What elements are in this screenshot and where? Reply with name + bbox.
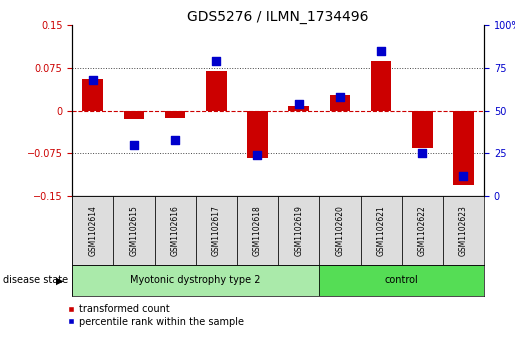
Bar bbox=[412, 111, 433, 148]
Point bbox=[89, 77, 97, 83]
Text: control: control bbox=[385, 276, 419, 285]
Text: Myotonic dystrophy type 2: Myotonic dystrophy type 2 bbox=[130, 276, 261, 285]
Bar bbox=[319, 196, 360, 265]
Bar bbox=[371, 61, 391, 111]
Bar bbox=[330, 95, 350, 111]
Bar bbox=[247, 111, 268, 158]
Text: GSM1102616: GSM1102616 bbox=[170, 205, 180, 256]
Text: GSM1102617: GSM1102617 bbox=[212, 205, 221, 256]
Bar bbox=[82, 79, 103, 111]
Point bbox=[171, 137, 179, 143]
Bar bbox=[288, 106, 309, 111]
Text: ▶: ▶ bbox=[56, 276, 63, 285]
Point bbox=[130, 142, 138, 148]
Bar bbox=[154, 196, 196, 265]
Point bbox=[212, 58, 220, 64]
Bar bbox=[443, 196, 484, 265]
Point bbox=[336, 94, 344, 100]
Text: disease state: disease state bbox=[3, 276, 67, 285]
Text: GSM1102619: GSM1102619 bbox=[294, 205, 303, 256]
Bar bbox=[72, 265, 319, 296]
Bar bbox=[402, 196, 443, 265]
Text: GSM1102615: GSM1102615 bbox=[129, 205, 139, 256]
Point bbox=[253, 152, 262, 158]
Bar bbox=[124, 111, 144, 119]
Legend: transformed count, percentile rank within the sample: transformed count, percentile rank withi… bbox=[66, 304, 244, 327]
Bar bbox=[72, 196, 113, 265]
Text: GSM1102623: GSM1102623 bbox=[459, 205, 468, 256]
Text: GSM1102622: GSM1102622 bbox=[418, 205, 427, 256]
Point bbox=[377, 48, 385, 54]
Bar bbox=[453, 111, 474, 185]
Bar bbox=[113, 196, 154, 265]
Point bbox=[418, 150, 426, 156]
Text: GSM1102614: GSM1102614 bbox=[88, 205, 97, 256]
Bar bbox=[206, 71, 227, 111]
Text: GSM1102618: GSM1102618 bbox=[253, 205, 262, 256]
Text: GSM1102620: GSM1102620 bbox=[335, 205, 345, 256]
Bar bbox=[165, 111, 185, 118]
Bar bbox=[319, 265, 484, 296]
Bar bbox=[196, 196, 237, 265]
Bar bbox=[278, 196, 319, 265]
Bar bbox=[360, 196, 402, 265]
Bar bbox=[237, 196, 278, 265]
Point bbox=[459, 173, 468, 179]
Point bbox=[295, 101, 303, 107]
Text: GSM1102621: GSM1102621 bbox=[376, 205, 386, 256]
Title: GDS5276 / ILMN_1734496: GDS5276 / ILMN_1734496 bbox=[187, 11, 369, 24]
